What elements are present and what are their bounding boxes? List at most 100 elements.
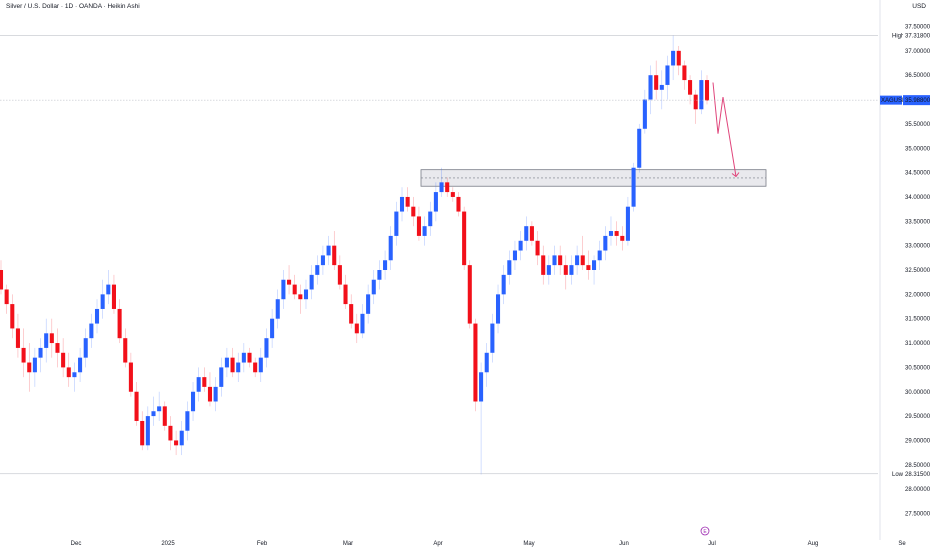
candle (399, 187, 405, 222)
projection-path (712, 82, 737, 177)
candle (162, 401, 167, 431)
candle-body (247, 352, 252, 363)
price-tick-label: 29.50000 (905, 414, 931, 420)
price-tick-label: 32.50000 (905, 268, 931, 274)
candle (473, 318, 478, 412)
candle (309, 265, 314, 300)
price-tick-label: 30.50000 (905, 365, 931, 371)
candle-body (490, 323, 495, 353)
candle (546, 255, 551, 285)
candle (495, 284, 501, 334)
candle (654, 60, 659, 100)
candle-body (145, 416, 150, 446)
candle-body (303, 289, 309, 300)
candle-body (439, 182, 444, 193)
time-tick-label: Apr (433, 541, 442, 547)
event-icon-label: E (703, 529, 707, 535)
resistance-zone-layer (420, 169, 767, 187)
candle (72, 362, 77, 392)
candle (501, 265, 506, 305)
candle-body (659, 84, 664, 90)
candle (140, 411, 145, 451)
candle-body (38, 347, 43, 358)
candle (117, 299, 122, 344)
candle (134, 382, 139, 426)
candle (298, 284, 303, 314)
candle (377, 260, 382, 290)
candle-body (292, 284, 297, 295)
candle (15, 313, 20, 358)
candle-body (671, 50, 676, 66)
candle (671, 35, 676, 81)
candle-body (428, 211, 433, 227)
candle-body (4, 289, 9, 305)
candle (467, 260, 472, 329)
candle (83, 328, 88, 368)
candle-body (281, 279, 286, 300)
candle-body (558, 255, 563, 266)
time-tick-label: Jul (708, 541, 716, 547)
candle-body (575, 255, 580, 266)
candle-body (253, 362, 258, 373)
candle (174, 430, 179, 456)
time-axis[interactable]: Dec 2025 Feb Mar Apr May Jun Jul Aug Se (71, 541, 907, 547)
symbol-title: Silver / U.S. Dollar · 1D · OANDA · Heik… (6, 3, 140, 10)
candle-body (501, 274, 506, 295)
candle (270, 308, 275, 348)
currency-label[interactable]: USD (912, 3, 926, 10)
candle-body (196, 377, 201, 392)
candle-body (597, 250, 602, 261)
candle-body (518, 240, 523, 251)
candle-body (27, 362, 32, 373)
candle-body (479, 372, 484, 402)
time-tick-label: Feb (257, 541, 268, 547)
candle (614, 221, 619, 246)
candle (490, 313, 495, 363)
candle (326, 235, 331, 266)
candle (106, 270, 111, 305)
candle (586, 250, 591, 280)
candle (224, 347, 229, 378)
candle (241, 343, 246, 373)
candle-body (128, 362, 133, 392)
candle-body (422, 226, 427, 236)
candle (479, 362, 484, 475)
candle-body (405, 196, 410, 207)
candle-body (541, 255, 546, 275)
candle-body (411, 206, 416, 217)
candle (411, 196, 416, 227)
candle (580, 235, 585, 270)
candle (388, 226, 393, 270)
candle-body (94, 308, 100, 324)
candle-body (433, 192, 438, 212)
candle (247, 347, 252, 368)
candle-body (473, 323, 478, 402)
candle-body (456, 196, 461, 212)
candle-body (111, 284, 116, 309)
candle-body (366, 294, 371, 314)
candle-body (230, 357, 235, 373)
candle (303, 279, 309, 309)
candle-body (563, 265, 568, 275)
candle (518, 231, 523, 261)
candle-body (512, 250, 518, 261)
time-tick-label: Dec (71, 541, 82, 547)
candle-body (61, 352, 66, 368)
candle-body (349, 304, 354, 324)
candle (44, 318, 49, 363)
candle-body (202, 377, 207, 387)
candle-body (106, 284, 111, 295)
candle-body (354, 323, 359, 334)
candle (196, 367, 201, 402)
candle (699, 70, 704, 115)
candle-body (524, 226, 529, 241)
candle-body (462, 211, 467, 266)
candle-body (0, 270, 4, 290)
candle-body (162, 406, 167, 426)
candle-body (66, 367, 71, 378)
candle (665, 55, 670, 100)
candle (100, 279, 105, 319)
candle-body (332, 245, 337, 266)
